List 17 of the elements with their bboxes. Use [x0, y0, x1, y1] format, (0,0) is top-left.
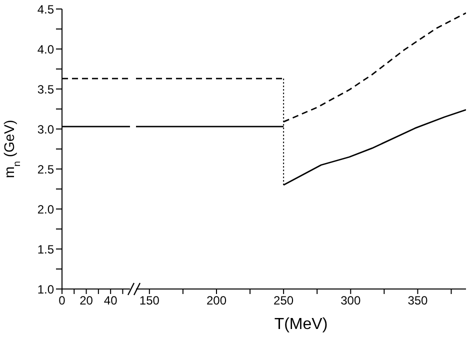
x-tick-label: 150 [139, 294, 160, 308]
y-tick-label: 3.0 [37, 122, 54, 136]
y-tick-label: 2.0 [37, 202, 54, 216]
x-tick-label: 350 [408, 294, 428, 308]
y-tick-label: 1.5 [37, 242, 54, 256]
x-tick-label: 0 [58, 294, 66, 308]
x-axis-title: T(MeV) [274, 316, 328, 333]
y-tick-label: 2.5 [37, 162, 54, 176]
x-tick-label: 20 [80, 294, 94, 308]
y-tick-label: 4.0 [37, 42, 54, 56]
y-tick-label: 1.0 [37, 282, 54, 296]
x-tick-label: 250 [274, 294, 294, 308]
y-tick-label: 4.5 [37, 2, 54, 16]
x-tick-label: 200 [206, 294, 227, 308]
x-tick-label: 40 [104, 294, 118, 308]
x-tick-label: 300 [340, 294, 361, 308]
y-tick-label: 3.5 [37, 82, 54, 96]
